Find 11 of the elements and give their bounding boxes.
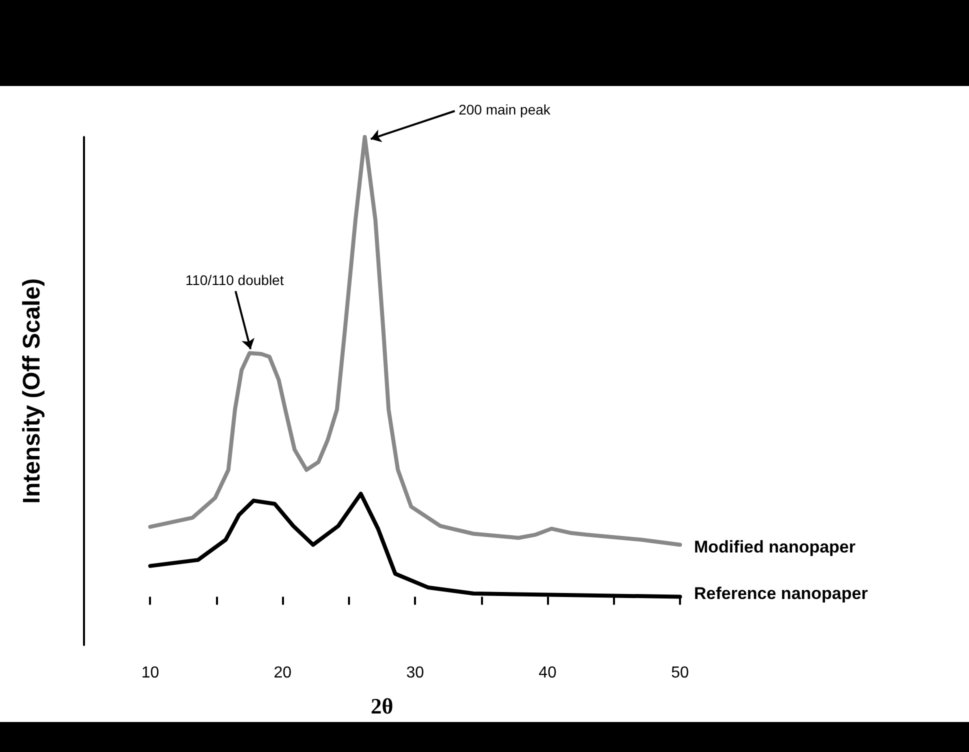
y-axis-title: Intensity (Off Scale) <box>18 278 46 504</box>
x-tick-label: 30 <box>406 664 424 682</box>
x-tick-label: 20 <box>274 664 292 682</box>
annotation: 200 main peak <box>458 102 552 118</box>
series-label: Modified nanopaper <box>694 537 856 556</box>
legend-label: Reference nanopaper <box>694 584 868 604</box>
annotation: 110/110 doublet <box>185 272 284 288</box>
x-axis-title: 2θ <box>370 694 394 718</box>
x-tick-label: 10 <box>141 664 160 682</box>
x-tick-label: 40 <box>538 664 557 682</box>
x-tick-label: 50 <box>671 664 689 682</box>
